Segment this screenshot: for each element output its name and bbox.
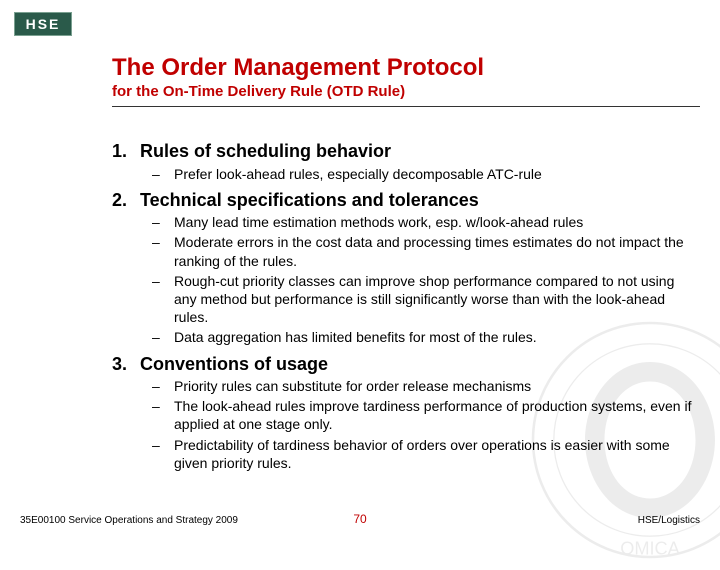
footer-left: 35E00100 Service Operations and Strategy… <box>20 515 238 526</box>
bullet-list: Priority rules can substitute for order … <box>152 377 696 472</box>
bullet-item: Moderate errors in the cost data and pro… <box>152 233 696 269</box>
slide-title: The Order Management Protocol <box>112 55 700 81</box>
section-item: Technical specifications and tolerances … <box>112 189 696 347</box>
bullet-item: The look-ahead rules improve tardiness p… <box>152 397 696 433</box>
slide-header: The Order Management Protocol for the On… <box>112 55 700 107</box>
logo-badge: HSE <box>14 12 72 36</box>
svg-text:OMICA: OMICA <box>620 538 680 558</box>
footer-page-number: 70 <box>353 512 366 526</box>
bullet-list: Prefer look-ahead rules, especially deco… <box>152 165 696 183</box>
bullet-item: Rough-cut priority classes can improve s… <box>152 272 696 327</box>
slide-subtitle: for the On-Time Delivery Rule (OTD Rule) <box>112 83 700 107</box>
bullet-item: Many lead time estimation methods work, … <box>152 213 696 231</box>
bullet-item: Predictability of tardiness behavior of … <box>152 436 696 472</box>
section-item: Conventions of usage Priority rules can … <box>112 353 696 472</box>
section-item: Rules of scheduling behavior Prefer look… <box>112 140 696 183</box>
bullet-item: Data aggregation has limited benefits fo… <box>152 328 696 346</box>
section-list: Rules of scheduling behavior Prefer look… <box>112 140 696 472</box>
logo-text: HSE <box>26 16 61 32</box>
bullet-item: Priority rules can substitute for order … <box>152 377 696 395</box>
bullet-list: Many lead time estimation methods work, … <box>152 213 696 346</box>
slide-content: Rules of scheduling behavior Prefer look… <box>112 140 696 478</box>
section-heading: Rules of scheduling behavior <box>112 140 696 163</box>
bullet-item: Prefer look-ahead rules, especially deco… <box>152 165 696 183</box>
section-heading: Conventions of usage <box>112 353 696 376</box>
section-heading: Technical specifications and tolerances <box>112 189 696 212</box>
footer-right: HSE/Logistics <box>638 515 700 526</box>
